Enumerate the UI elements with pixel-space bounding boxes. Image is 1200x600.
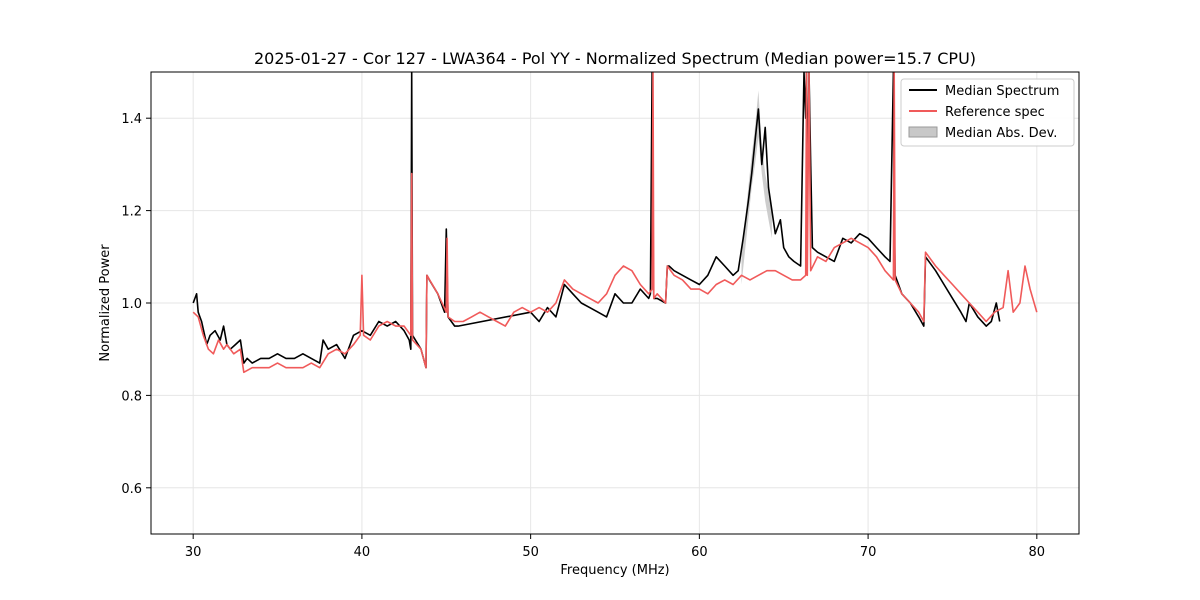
x-tick-label: 40: [354, 545, 371, 560]
y-tick-label: 1.4: [121, 112, 142, 127]
x-tick-label: 80: [1029, 545, 1046, 560]
series-lines: [192, 72, 1038, 374]
axis-ticks: 30 40 50 60 70 80 0.6 0.8 1.0 1.2 1.4: [121, 112, 1045, 560]
x-tick-label: 70: [860, 545, 877, 560]
median-spectrum-line: [192, 72, 1001, 369]
legend-mad-swatch: [908, 126, 938, 138]
reference-spectrum-line: [192, 72, 1038, 374]
y-tick-label: 0.8: [121, 389, 142, 404]
x-tick-label: 60: [691, 545, 708, 560]
y-tick-label: 0.6: [121, 482, 142, 497]
legend-box: [900, 78, 1075, 147]
x-axis-label: Frequency (MHz): [560, 563, 669, 578]
chart-title: 2025-01-27 - Cor 127 - LWA364 - Pol YY -…: [254, 49, 976, 68]
legend-reference-label: Reference spec: [945, 105, 1045, 120]
y-axis-label: Normalized Power: [98, 244, 113, 362]
y-tick-label: 1.0: [121, 297, 142, 312]
x-tick-label: 50: [522, 545, 539, 560]
x-tick-label: 30: [185, 545, 202, 560]
y-tick-label: 1.2: [121, 205, 142, 220]
legend: Median Spectrum Reference spec Median Ab…: [900, 78, 1075, 147]
legend-median-label: Median Spectrum: [945, 84, 1059, 99]
legend-mad-label: Median Abs. Dev.: [945, 126, 1057, 141]
